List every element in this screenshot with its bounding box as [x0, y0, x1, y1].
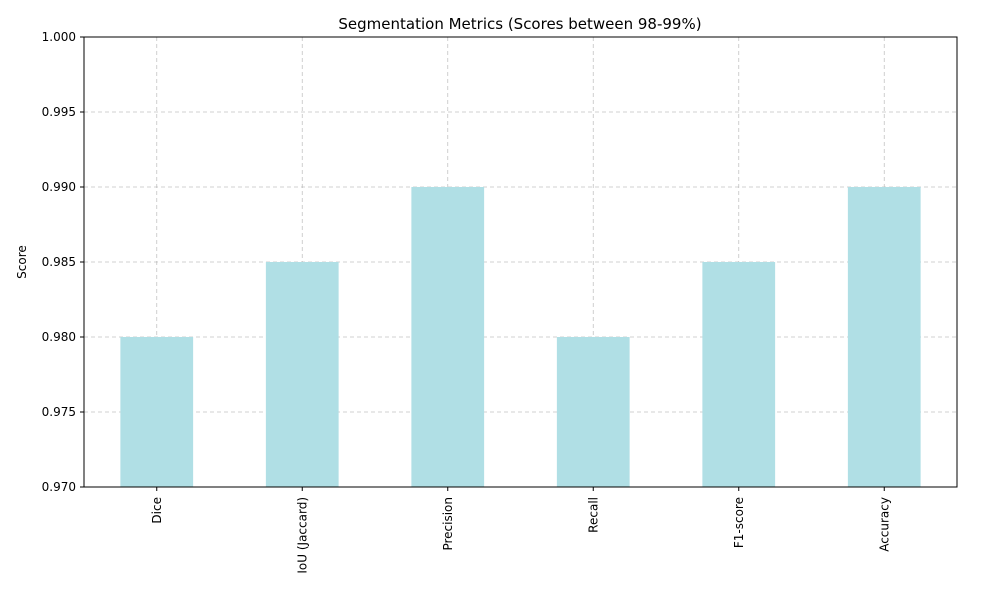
x-tick-label: Precision — [441, 497, 455, 551]
x-tick-label: Recall — [586, 497, 600, 533]
y-tick-label: 0.985 — [42, 255, 76, 269]
y-tick-label: 1.000 — [42, 30, 76, 44]
x-tick-label: F1-score — [732, 497, 746, 548]
y-tick-label: 0.975 — [42, 405, 76, 419]
bar-dice — [120, 337, 194, 487]
x-tick-label: Dice — [150, 497, 164, 524]
y-tick-label: 0.995 — [42, 105, 76, 119]
y-axis-ticks: 0.970 0.975 0.980 0.985 0.990 0.995 1.000 — [42, 30, 84, 494]
x-axis-ticks: Dice IoU (Jaccard) Precision Recall F1-score… — [150, 487, 891, 574]
y-tick-label: 0.990 — [42, 180, 76, 194]
bars — [120, 187, 921, 487]
x-tick-label: Accuracy — [877, 497, 891, 552]
bar-f1-score — [702, 262, 776, 487]
bar-accuracy — [847, 187, 921, 487]
y-axis-label: Score — [15, 245, 29, 279]
y-tick-label: 0.970 — [42, 480, 76, 494]
bar-precision — [411, 187, 485, 487]
bar-iou-jaccard — [265, 262, 339, 487]
chart-title: Segmentation Metrics (Scores between 98-… — [338, 15, 701, 33]
x-tick-label: IoU (Jaccard) — [295, 497, 309, 574]
bar-recall — [556, 337, 630, 487]
grid-lines — [84, 36, 957, 488]
y-tick-label: 0.980 — [42, 330, 76, 344]
